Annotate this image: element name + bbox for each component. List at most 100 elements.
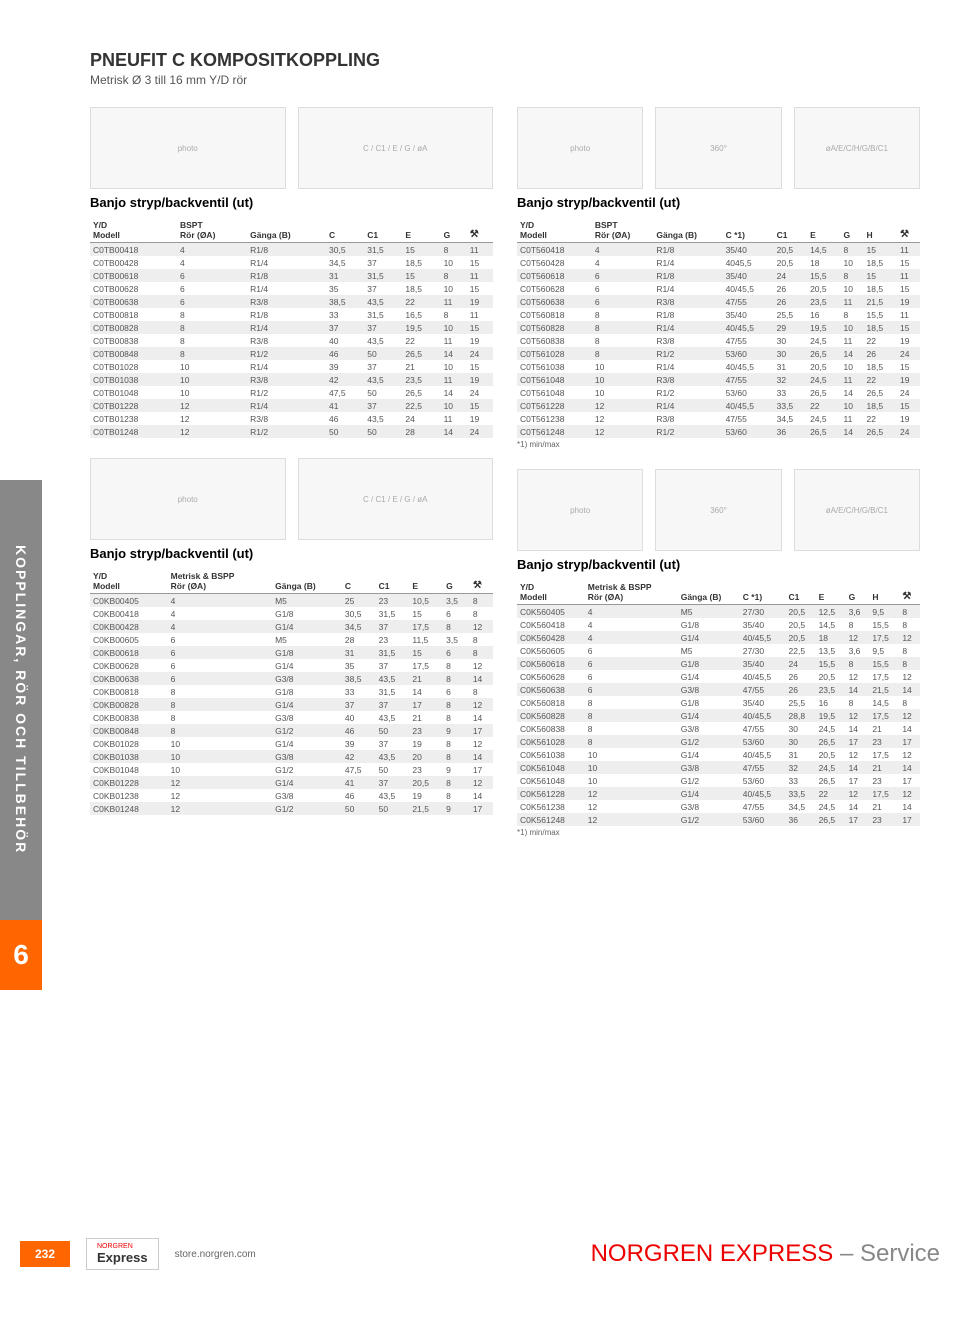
table-cell: R1/2 xyxy=(247,425,326,438)
table-cell: 24 xyxy=(467,386,493,399)
table-cell: 41 xyxy=(326,399,364,412)
table-cell: 22 xyxy=(807,399,840,412)
table-cell: M5 xyxy=(678,644,740,657)
table-cell: 10 xyxy=(592,373,654,386)
table-cell: G1/4 xyxy=(678,670,740,683)
table-cell: C0K560405 xyxy=(517,605,585,619)
table-cell: 17 xyxy=(470,763,493,776)
table-cell: 35/40 xyxy=(723,243,774,257)
table-cell: C0TB00848 xyxy=(90,347,177,360)
table-cell: 21 xyxy=(409,711,443,724)
table-cell: 12 xyxy=(592,399,654,412)
table-cell: C0K560828 xyxy=(517,709,585,722)
table-cell: G1/2 xyxy=(678,774,740,787)
table-cell: 18,5 xyxy=(402,256,440,269)
table-cell: 17,5 xyxy=(869,631,899,644)
table-cell: 8 xyxy=(899,605,920,619)
table-cell: C0T560618 xyxy=(517,269,592,282)
table-cell: 26,5 xyxy=(864,425,897,438)
table-cell: 3,6 xyxy=(846,644,870,657)
table-cell: C0KB00418 xyxy=(90,607,168,620)
table-cell: 4 xyxy=(168,594,272,608)
table-cell: 14 xyxy=(841,347,864,360)
th-e: E xyxy=(409,569,443,594)
table-cell: 8 xyxy=(443,711,470,724)
table-cell: C0K560618 xyxy=(517,657,585,670)
table-cell: 31,5 xyxy=(376,646,410,659)
table-cell: 8 xyxy=(899,618,920,631)
table-cell: 18,5 xyxy=(864,321,897,334)
table-cell: G1/2 xyxy=(272,802,342,815)
table-cell: C0TB01238 xyxy=(90,412,177,425)
table-cell: 12 xyxy=(846,709,870,722)
table-cell: G1/2 xyxy=(678,735,740,748)
table-cell: 17 xyxy=(409,698,443,711)
product-photo: photo xyxy=(517,107,643,189)
table-cell: 14 xyxy=(841,425,864,438)
table-cell: M5 xyxy=(678,605,740,619)
table-cell: M5 xyxy=(272,594,342,608)
table-cell: 29 xyxy=(774,321,807,334)
table-cell: 8 xyxy=(470,685,493,698)
table-cell: 16 xyxy=(816,696,846,709)
table-cell: C0T561238 xyxy=(517,412,592,425)
table-cell: G3/8 xyxy=(678,800,740,813)
table-row: C0KB004054M5252310,53,58 xyxy=(90,594,493,608)
figure-row-left-bottom: photo C / C1 / E / G / øA xyxy=(90,452,493,540)
table-cell: 15 xyxy=(402,243,440,257)
table-cell: C0TB01038 xyxy=(90,373,177,386)
table-cell: 8 xyxy=(841,269,864,282)
table-cell: 26 xyxy=(774,295,807,308)
table-cell: G3/8 xyxy=(678,761,740,774)
table-cell: C0TB01248 xyxy=(90,425,177,438)
table-cell: 12 xyxy=(177,412,247,425)
table-cell: 14,5 xyxy=(807,243,840,257)
table-cell: 19 xyxy=(467,412,493,425)
table-cell: C0TB00638 xyxy=(90,295,177,308)
table-cell: G1/4 xyxy=(272,620,342,633)
th-h: H xyxy=(869,580,899,605)
table-cell: C0K560428 xyxy=(517,631,585,644)
table-cell: 11 xyxy=(841,373,864,386)
table-cell: 19 xyxy=(467,334,493,347)
table-cell: 53/60 xyxy=(723,347,774,360)
table-cell: C0K560605 xyxy=(517,644,585,657)
table-cell: C0KB00405 xyxy=(90,594,168,608)
table-cell: 26 xyxy=(864,347,897,360)
table-cell: R3/8 xyxy=(653,412,722,425)
table-cell: G1/2 xyxy=(272,763,342,776)
table-cell: 12 xyxy=(899,670,920,683)
table-cell: 23 xyxy=(869,774,899,787)
table-cell: C0KB00838 xyxy=(90,711,168,724)
table-cell: 11 xyxy=(441,295,467,308)
table-cell: 8 xyxy=(592,334,654,347)
table-cell: 19 xyxy=(897,295,920,308)
table-cell: 14 xyxy=(409,685,443,698)
table-cell: 15,5 xyxy=(807,269,840,282)
table-cell: 50 xyxy=(376,724,410,737)
table-cell: 20,5 xyxy=(816,748,846,761)
table-cell: 20,5 xyxy=(774,243,807,257)
table-cell: 14 xyxy=(470,789,493,802)
table-cell: 20,5 xyxy=(786,605,816,619)
table-row: C0T5608288R1/440/45,52919,51018,515 xyxy=(517,321,920,334)
table-row: C0TB006386R3/838,543,5221119 xyxy=(90,295,493,308)
table-cell: 30 xyxy=(774,334,807,347)
table-cell: 36 xyxy=(774,425,807,438)
table-cell: 20,5 xyxy=(786,618,816,631)
table-cell: 50 xyxy=(364,347,402,360)
table-cell: R1/8 xyxy=(653,308,722,321)
table-cell: 19 xyxy=(467,373,493,386)
table-cell: G3/8 xyxy=(272,672,342,685)
figure-row-left-top: photo C / C1 / E / G / øA xyxy=(90,101,493,189)
table-cell: 43,5 xyxy=(364,373,402,386)
table-row: C0KB004184G1/830,531,51568 xyxy=(90,607,493,620)
table-cell: C0KB00428 xyxy=(90,620,168,633)
table-cell: 18,5 xyxy=(864,282,897,295)
table-cell: 15 xyxy=(467,256,493,269)
tech-drawing: C / C1 / E / G / øA xyxy=(298,458,494,540)
table-cell: 12 xyxy=(585,787,678,800)
table-cell: 3,5 xyxy=(443,594,470,608)
table-cell: 47,5 xyxy=(326,386,364,399)
table-cell: R3/8 xyxy=(653,295,722,308)
